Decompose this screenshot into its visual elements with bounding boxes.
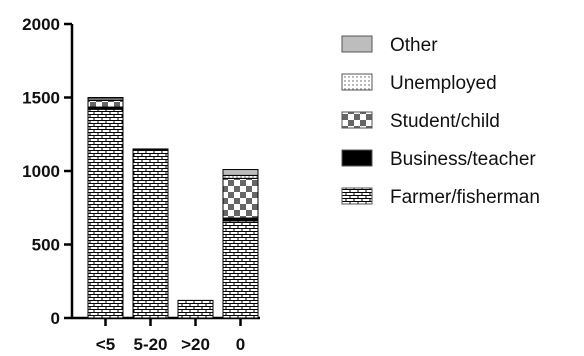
y-axis: 0 500 1000 1500 2000 [22, 15, 74, 328]
bar-segment [177, 299, 214, 319]
legend: Other Unemployed Student/child Business/tea… [341, 35, 540, 208]
legend-label: Farmer/fisherman [390, 187, 540, 208]
bar-segment [132, 148, 169, 151]
x-tick-label: <5 [96, 335, 115, 354]
y-tick-label: 2000 [22, 15, 60, 34]
legend-swatch [341, 111, 373, 129]
bar-segment [222, 220, 259, 319]
legend-swatch [341, 73, 373, 91]
legend-swatch [341, 149, 373, 167]
bars [87, 97, 259, 319]
legend-label: Other [390, 35, 438, 56]
y-tick-label: 500 [32, 236, 60, 255]
x-tick-label: 0 [236, 335, 245, 354]
legend-label: Student/child [390, 111, 500, 132]
legend-label: Business/teacher [390, 149, 536, 170]
legend-swatch [341, 35, 373, 53]
legend-label: Unemployed [390, 73, 497, 94]
bar-segment [87, 97, 124, 100]
x-tick-label: >20 [181, 335, 210, 354]
y-tick-label: 1500 [22, 89, 60, 108]
x-tick-label: 5-20 [133, 335, 167, 354]
bar-segment [87, 108, 124, 319]
legend-swatch [341, 187, 373, 205]
x-axis: <5 5-20 >20 0 [72, 316, 260, 354]
y-tick-label: 0 [51, 309, 60, 328]
bar-segment [222, 169, 259, 176]
y-tick-label: 1000 [22, 162, 60, 181]
bar-segment [132, 149, 169, 319]
bar-segment [222, 177, 259, 219]
bar-segment [87, 99, 124, 108]
